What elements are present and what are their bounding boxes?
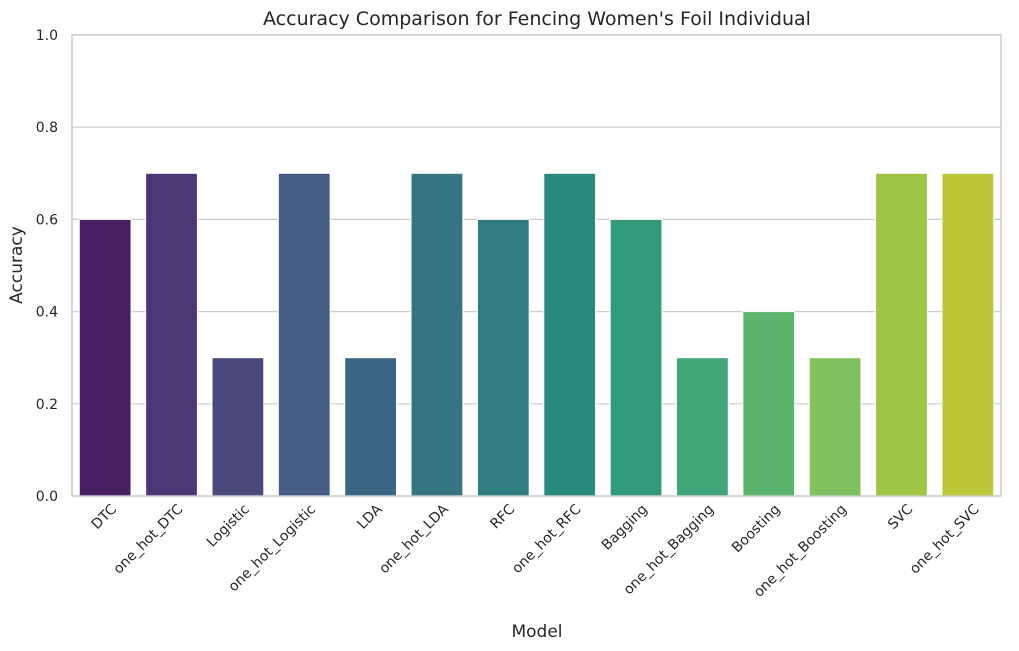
bar-LDA xyxy=(344,357,397,497)
bar-one_hot_Boosting xyxy=(808,357,862,497)
x-tick-label: LDA xyxy=(354,501,385,532)
bar-Bagging xyxy=(609,218,663,497)
y-axis-label: Accuracy xyxy=(7,226,27,304)
chart-title: Accuracy Comparison for Fencing Women's … xyxy=(263,8,811,30)
y-tick-label: 1.0 xyxy=(36,28,58,44)
bar-one_hot_RFC xyxy=(543,172,597,497)
bar-SVC xyxy=(875,172,928,497)
x-tick-label: one_hot_LDA xyxy=(376,501,452,577)
plot-frame xyxy=(71,34,1002,497)
x-tick-label: one_hot_DTC xyxy=(111,501,187,577)
x-tick-label: Logistic xyxy=(204,502,253,551)
bar-one_hot_LDA xyxy=(410,172,464,497)
bar-one_hot_SVC xyxy=(941,172,995,497)
x-tick-label: Boosting xyxy=(729,502,784,557)
bar-one_hot_Bagging xyxy=(676,357,729,497)
y-tick-label: 0.2 xyxy=(36,397,58,413)
bar-one_hot_DTC xyxy=(145,172,198,497)
y-tick-label: 0.4 xyxy=(36,305,58,321)
y-tick-label: 0.8 xyxy=(36,120,58,136)
x-tick-label: one_hot_RFC xyxy=(509,501,584,576)
y-tick-labels: 0.0 0.2 0.4 0.6 0.8 1.0 xyxy=(36,28,58,505)
y-tick-label: 0.0 xyxy=(36,489,58,505)
bar-DTC xyxy=(78,218,132,497)
x-tick-label: SVC xyxy=(885,501,916,532)
x-axis-label: Model xyxy=(511,622,562,642)
bar-one_hot_Logistic xyxy=(277,172,331,497)
bar-RFC xyxy=(476,218,530,497)
x-tick-label: one_hot_SVC xyxy=(907,501,983,577)
bar-Boosting xyxy=(742,311,796,497)
x-tick-label: Bagging xyxy=(599,502,651,554)
bar-Logistic xyxy=(211,357,265,497)
x-tick-label: DTC xyxy=(89,501,120,532)
bars xyxy=(78,172,995,497)
x-tick-label: RFC xyxy=(487,501,518,532)
gridlines xyxy=(72,34,1001,497)
y-tick-label: 0.6 xyxy=(36,212,58,228)
